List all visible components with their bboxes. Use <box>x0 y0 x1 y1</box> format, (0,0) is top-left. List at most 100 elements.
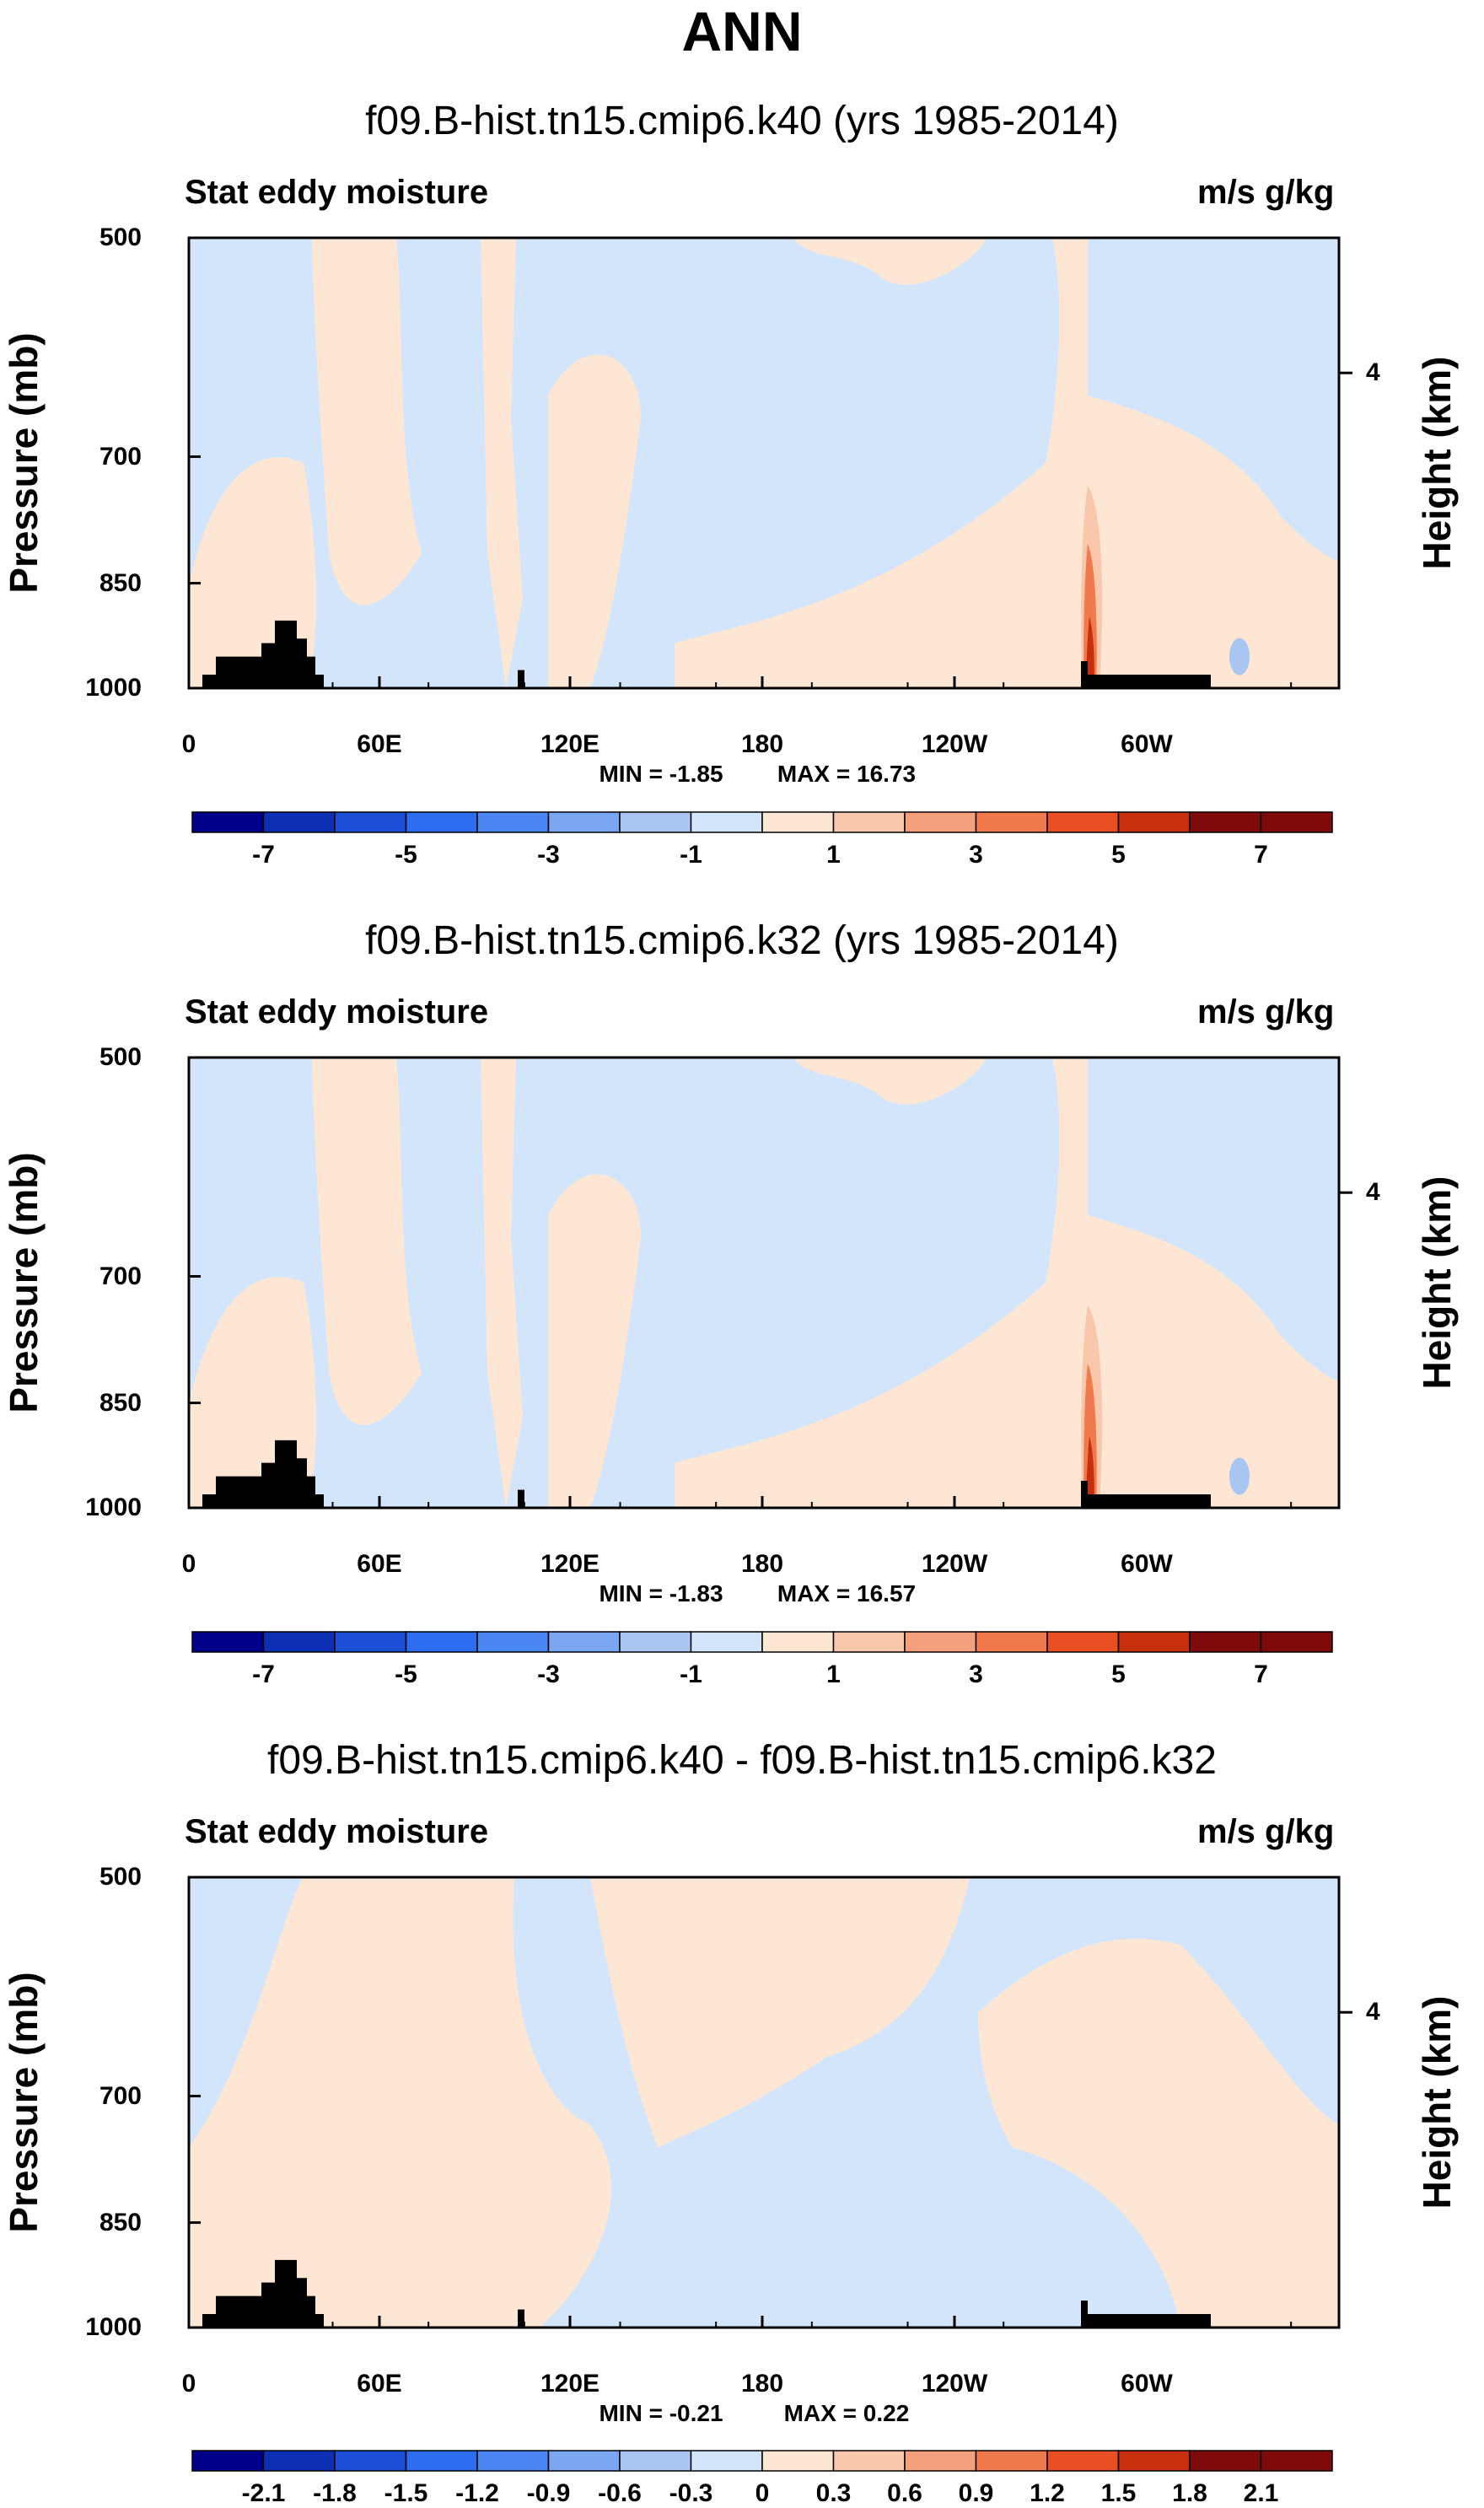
colorbar-2 <box>191 1631 1333 1653</box>
topography-andes <box>1081 1481 1211 1508</box>
y-axis-label: Pressure (mb) <box>2 1972 46 2233</box>
y-axis-label: Pressure (mb) <box>2 1152 46 1413</box>
colorbar-box <box>405 2450 478 2472</box>
panel-title: f09.B-hist.tn15.cmip6.k40 (yrs 1985-2014… <box>365 99 1119 143</box>
colorbar-label: -0.9 <box>526 2479 571 2507</box>
colorbar-label: -1.8 <box>313 2479 357 2507</box>
x-tick-label: 180 <box>740 2370 784 2398</box>
colorbar-box <box>832 1631 906 1653</box>
right-string: m/s g/kg <box>1197 1813 1335 1850</box>
colorbar-box <box>262 2450 336 2472</box>
contour-positive-region <box>312 238 422 605</box>
colorbar-label: 1.2 <box>1030 2479 1065 2507</box>
colorbar-label: -1 <box>680 841 702 869</box>
colorbar-box <box>690 1631 763 1653</box>
x-tick-label: 0 <box>181 2370 196 2398</box>
panel-2 <box>187 1056 1352 1510</box>
y-axis-label-right: Height (km) <box>1415 1176 1459 1390</box>
contour-positive-region <box>793 238 987 285</box>
colorbar-box <box>1260 1631 1333 1653</box>
colorbar-box <box>476 1631 550 1653</box>
colorbar-box <box>262 1631 336 1653</box>
colorbar-box <box>405 811 478 833</box>
y-right-tick-label: 4 <box>1366 1178 1380 1207</box>
left-string: Stat eddy moisture <box>185 993 489 1031</box>
colorbar-label: -3 <box>537 1660 560 1688</box>
colorbar-label: -0.3 <box>669 2479 713 2507</box>
y-tick-label: 500 <box>99 1043 142 1071</box>
right-string: m/s g/kg <box>1197 174 1335 211</box>
colorbar-label: -7 <box>252 1660 275 1688</box>
contour-positive-region <box>189 1877 611 2328</box>
x-tick-label: 120W <box>921 730 988 758</box>
plume-3 <box>1086 1435 1094 1508</box>
x-tick-label: 120E <box>540 1550 600 1578</box>
colorbar-box <box>405 1631 478 1653</box>
colorbar-label: 0 <box>755 2479 770 2507</box>
negative-patch <box>1229 638 1250 675</box>
min-label: MIN = -1.83 <box>599 1580 723 1607</box>
plot-frame <box>187 236 1341 690</box>
x-tick-label: 60W <box>1121 730 1173 758</box>
colorbar-label: 1.8 <box>1172 2479 1207 2507</box>
panel-1 <box>187 236 1352 690</box>
y-tick-label: 500 <box>99 223 142 251</box>
x-tick-label: 120E <box>540 2370 600 2398</box>
colorbar-label: -3 <box>537 841 560 869</box>
colorbar-box <box>975 811 1048 833</box>
x-tick-label: 0 <box>181 730 196 758</box>
negative-patch <box>1229 1457 1250 1495</box>
contour-positive-region <box>1088 1214 1339 1508</box>
colorbar-box <box>904 1631 977 1653</box>
colorbar-label: -5 <box>395 841 417 869</box>
colorbar-box <box>1117 1631 1191 1653</box>
colorbar-box <box>619 1631 692 1653</box>
colorbar-label: 7 <box>1254 841 1268 869</box>
x-tick-label: 120W <box>921 2370 988 2398</box>
colorbar-box <box>1260 2450 1333 2472</box>
x-tick-label: 60W <box>1121 1550 1173 1578</box>
colorbar-box <box>1189 1631 1262 1653</box>
colorbar-box <box>1189 2450 1262 2472</box>
y-tick-label: 850 <box>99 568 142 597</box>
colorbar-box <box>975 1631 1048 1653</box>
left-string: Stat eddy moisture <box>185 174 489 211</box>
main-title: ANN <box>681 0 803 62</box>
colorbar-box <box>1046 2450 1120 2472</box>
colorbar-label: 3 <box>969 1660 983 1688</box>
colorbar-box <box>1117 2450 1191 2472</box>
topography-island <box>518 2309 524 2328</box>
y-tick-label: 700 <box>99 1262 142 1290</box>
colorbar-box <box>619 2450 692 2472</box>
colorbar-label: -5 <box>395 1660 417 1688</box>
colorbar-box <box>1046 1631 1120 1653</box>
min-label: MIN = -0.21 <box>599 2400 723 2426</box>
topography-africa <box>202 1440 324 1508</box>
right-string: m/s g/kg <box>1197 993 1335 1031</box>
colorbar-label: 1.5 <box>1100 2479 1137 2507</box>
colorbar-box <box>761 2450 835 2472</box>
contour-positive-region <box>793 1058 987 1105</box>
topography-africa <box>202 620 324 688</box>
colorbar-box <box>1117 811 1191 833</box>
colorbar-box <box>191 811 265 833</box>
y-axis-label-right: Height (km) <box>1415 356 1459 570</box>
panel-title: f09.B-hist.tn15.cmip6.k32 (yrs 1985-2014… <box>365 918 1119 963</box>
y-right-tick-label: 4 <box>1366 1998 1380 2026</box>
y-tick-label: 1000 <box>85 1493 142 1521</box>
colorbar-label: 5 <box>1111 1660 1126 1688</box>
x-tick-label: 180 <box>740 1550 784 1578</box>
colorbar-1 <box>191 811 1333 833</box>
plot-frame <box>187 1876 1341 2329</box>
colorbar-box <box>690 2450 763 2472</box>
min-label: MIN = -1.85 <box>599 761 723 787</box>
colorbar-box <box>1046 811 1120 833</box>
x-tick-label: 0 <box>181 1550 196 1578</box>
x-tick-label: 60E <box>357 2370 402 2398</box>
colorbar-box <box>476 811 550 833</box>
y-right-tick-label: 4 <box>1366 358 1380 387</box>
colorbar-box <box>761 811 835 833</box>
colorbar-box <box>832 2450 906 2472</box>
contour-positive-region <box>481 238 523 688</box>
